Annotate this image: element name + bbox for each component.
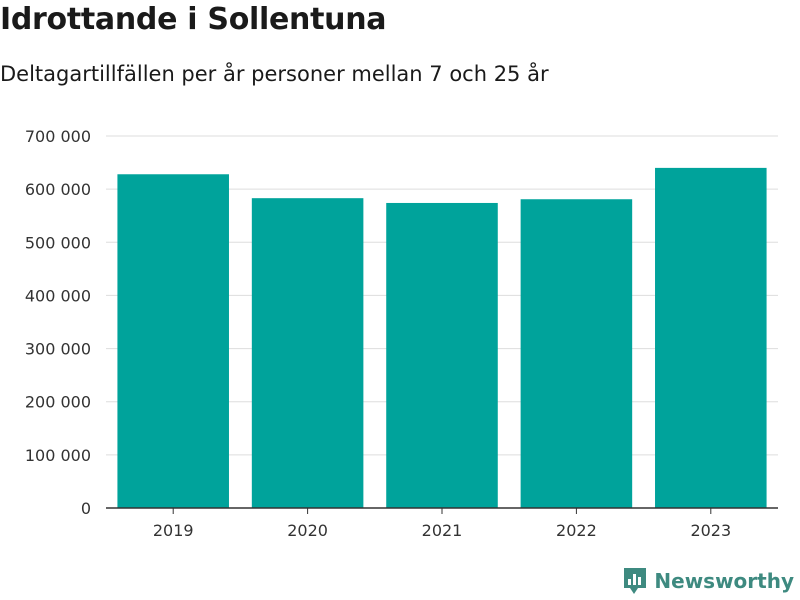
x-axis-ticks: 2019 2020 2021 2022 2023 [153, 508, 731, 540]
newsworthy-logo-icon [624, 568, 647, 594]
bar-2021 [386, 202, 498, 508]
y-tick-label: 300 000 [25, 340, 91, 359]
bar-2019 [117, 174, 229, 508]
y-axis-ticks: 0 100 000 200 000 300 000 400 000 500 000 600 … [25, 127, 91, 518]
x-tick-label: 2020 [287, 521, 328, 540]
y-tick-label: 200 000 [25, 393, 91, 412]
bar-2022 [520, 199, 633, 509]
y-tick-label: 0 [81, 499, 91, 518]
chart-subtitle: Deltagartillfällen per år personer mella… [0, 62, 549, 86]
y-tick-label: 600 000 [25, 180, 91, 199]
newsworthy-logo: Newsworthy [622, 566, 794, 596]
brand-name: Newsworthy [654, 569, 794, 593]
y-tick-label: 400 000 [25, 286, 91, 305]
x-tick-label: 2019 [153, 521, 194, 540]
x-tick-label: 2021 [422, 521, 463, 540]
x-tick-label: 2022 [556, 521, 597, 540]
bar-2023 [655, 167, 767, 508]
y-tick-label: 500 000 [25, 233, 91, 252]
y-tick-label: 700 000 [25, 127, 91, 146]
chart-title: Idrottande i Sollentuna [0, 2, 387, 37]
y-tick-label: 100 000 [25, 446, 91, 465]
bars [117, 167, 767, 509]
bar-2020 [251, 198, 364, 509]
x-tick-label: 2023 [690, 521, 731, 540]
